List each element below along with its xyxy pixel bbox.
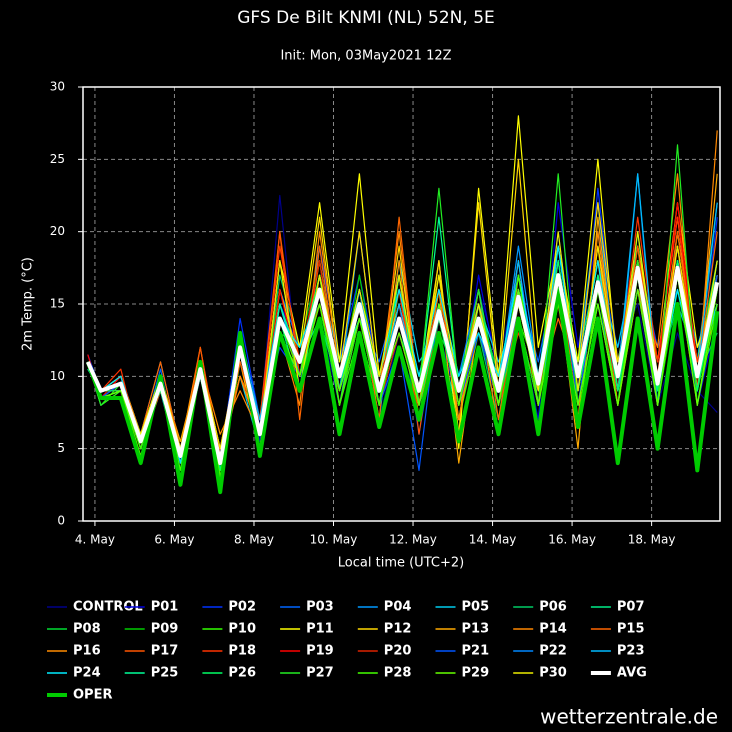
legend-label: P08 bbox=[73, 622, 101, 637]
legend-label: P07 bbox=[617, 600, 645, 615]
plot-frame bbox=[82, 86, 721, 522]
x-tick-label: 14. May bbox=[469, 533, 517, 547]
series-line bbox=[85, 265, 720, 466]
legend-label: OPER bbox=[73, 688, 112, 703]
legend-label: P01 bbox=[151, 600, 179, 615]
legend-label: P06 bbox=[539, 600, 567, 615]
series-line bbox=[85, 287, 720, 495]
legend-label: P18 bbox=[228, 644, 256, 659]
legend-label: P15 bbox=[617, 622, 645, 637]
x-axis-label: Local time (UTC+2) bbox=[338, 556, 464, 571]
legend-label: P21 bbox=[462, 644, 490, 659]
x-tick-label: 16. May bbox=[548, 533, 596, 547]
legend-label: CONTROL bbox=[73, 600, 143, 615]
watermark: wetterzentrale.de bbox=[540, 705, 718, 729]
legend-label: P25 bbox=[151, 666, 179, 681]
y-axis-label: 2m Temp. (°C) bbox=[21, 257, 36, 351]
x-tick-label: 12. May bbox=[389, 533, 437, 547]
legend-label: P29 bbox=[462, 666, 490, 681]
legend-label: P27 bbox=[306, 666, 334, 681]
y-tick-label: 15 bbox=[50, 297, 65, 311]
x-tick-label: 10. May bbox=[310, 533, 358, 547]
x-tick-label: 8. May bbox=[234, 533, 274, 547]
x-tick-label: 6. May bbox=[154, 533, 194, 547]
legend-label: P12 bbox=[384, 622, 412, 637]
y-tick-label: 0 bbox=[57, 514, 65, 528]
legend-label: P14 bbox=[539, 622, 567, 637]
legend-label: P24 bbox=[73, 666, 101, 681]
legend-label: P19 bbox=[306, 644, 334, 659]
chart-title: GFS De Bilt KNMI (NL) 52N, 5E bbox=[237, 8, 495, 28]
legend-label: P28 bbox=[384, 666, 412, 681]
legend-label: P02 bbox=[228, 600, 256, 615]
y-tick-label: 30 bbox=[50, 80, 65, 94]
legend-label: P23 bbox=[617, 644, 645, 659]
legend-label: P30 bbox=[539, 666, 567, 681]
legend-label: P17 bbox=[151, 644, 179, 659]
legend-label: P26 bbox=[228, 666, 256, 681]
x-tick-label: 18. May bbox=[628, 533, 676, 547]
legend-label: P20 bbox=[384, 644, 412, 659]
y-tick-label: 5 bbox=[57, 441, 65, 455]
legend-label: P10 bbox=[228, 622, 256, 637]
legend-label: P04 bbox=[384, 600, 412, 615]
legend-label: P09 bbox=[151, 622, 179, 637]
legend-label: P03 bbox=[306, 600, 334, 615]
legend-label: P05 bbox=[462, 600, 490, 615]
chart-subtitle: Init: Mon, 03May2021 12Z bbox=[280, 49, 451, 64]
legend-label: P13 bbox=[462, 622, 490, 637]
x-tick-label: 4. May bbox=[75, 533, 115, 547]
y-tick-label: 20 bbox=[50, 224, 65, 238]
legend-label: P16 bbox=[73, 644, 101, 659]
y-tick-label: 25 bbox=[50, 152, 65, 166]
y-tick-label: 10 bbox=[50, 369, 65, 383]
legend-label: P11 bbox=[306, 622, 334, 637]
legend-label: AVG bbox=[617, 666, 647, 681]
legend-label: P22 bbox=[539, 644, 567, 659]
